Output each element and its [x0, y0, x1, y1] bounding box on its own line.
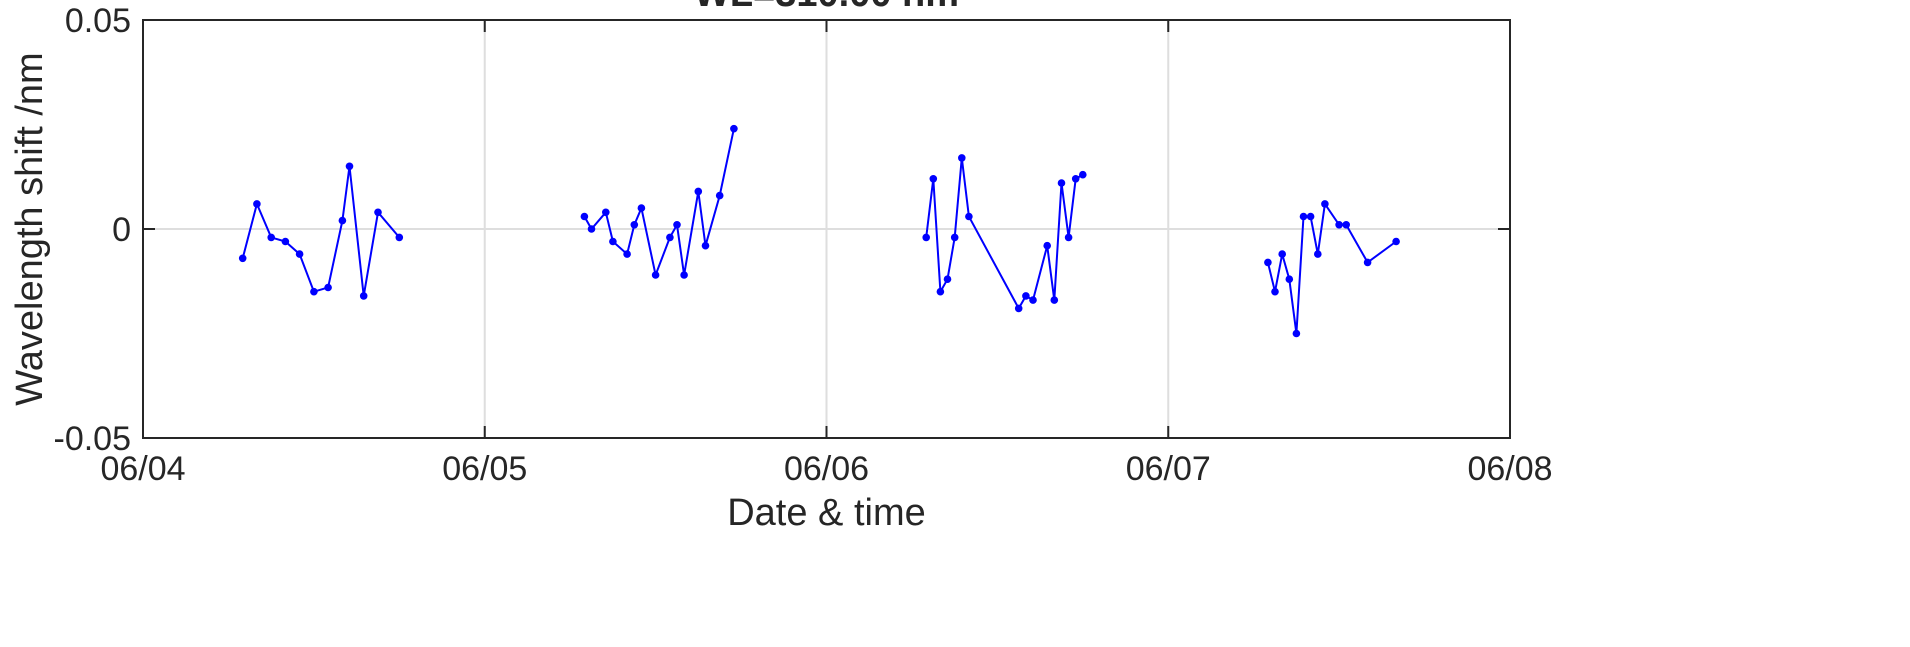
x-tick-label: 06/06	[784, 450, 869, 488]
x-axis-title: Date & time	[727, 492, 926, 534]
series-segment-2	[580, 124, 738, 279]
y-tick-label: -0.05	[54, 420, 132, 458]
series-segment-1	[238, 162, 404, 300]
data-point	[680, 271, 688, 279]
data-point	[943, 275, 952, 284]
data-point	[730, 124, 738, 133]
data-point	[965, 212, 973, 221]
y-axis-title: Wavelength shift /nm	[9, 52, 51, 405]
data-point	[958, 154, 966, 162]
data-point	[295, 250, 304, 258]
data-point	[1278, 250, 1286, 258]
data-point	[345, 162, 354, 171]
series-layer	[238, 124, 1400, 338]
series-line	[925, 157, 1084, 311]
grid	[142, 19, 1511, 439]
data-point	[587, 225, 596, 233]
data-point	[359, 292, 368, 300]
data-point	[1057, 179, 1066, 187]
data-point	[701, 241, 710, 250]
data-point	[1271, 287, 1279, 296]
y-tick-label: 0.05	[65, 2, 131, 40]
data-point	[338, 216, 347, 225]
data-point	[673, 221, 681, 229]
data-point	[637, 204, 646, 212]
data-point	[623, 250, 631, 258]
data-point	[1064, 233, 1073, 242]
tick-labels: 06/04 06/05 06/06 06/07 06/08 -0.05 0 0.05	[54, 2, 1553, 488]
data-point	[929, 175, 938, 183]
chart-title: WL=310.00 nm	[694, 0, 959, 15]
data-point	[715, 191, 724, 200]
data-point	[1314, 250, 1322, 258]
series-line	[241, 166, 401, 297]
data-point	[580, 212, 589, 221]
data-point	[310, 287, 318, 296]
data-point	[936, 287, 945, 296]
data-point	[1043, 241, 1051, 250]
data-point	[1285, 275, 1294, 284]
data-point	[1071, 175, 1080, 183]
ticks	[142, 19, 1511, 439]
data-point	[1299, 212, 1308, 221]
data-point	[1342, 221, 1350, 229]
x-tick-label: 06/08	[1467, 450, 1552, 488]
data-point	[950, 233, 959, 242]
data-point	[1306, 212, 1315, 221]
data-point	[253, 200, 261, 208]
data-point	[1292, 329, 1301, 338]
data-point	[1264, 258, 1272, 267]
x-tick-label: 06/07	[1126, 450, 1211, 488]
data-point	[324, 283, 332, 292]
series-segment-4	[1264, 200, 1400, 338]
data-point	[1029, 296, 1037, 304]
data-point	[238, 254, 247, 263]
data-point	[1022, 292, 1030, 300]
data-point	[281, 237, 290, 246]
data-point	[609, 237, 617, 246]
data-point	[1014, 304, 1023, 313]
series-segment-3	[922, 154, 1087, 313]
data-point	[651, 271, 660, 279]
x-tick-label: 06/04	[100, 450, 185, 488]
data-point	[694, 187, 703, 196]
data-point	[1392, 237, 1400, 246]
data-point	[666, 233, 674, 242]
x-tick-label: 06/05	[442, 450, 527, 488]
series-line	[583, 128, 735, 279]
y-tick-label: 0	[112, 211, 131, 249]
data-point	[602, 208, 610, 217]
data-point	[1335, 221, 1343, 229]
data-point	[1321, 200, 1329, 208]
data-point	[267, 233, 276, 242]
data-point	[374, 208, 382, 217]
data-point	[1363, 258, 1372, 267]
data-point	[922, 233, 930, 242]
data-point	[1079, 170, 1087, 179]
data-point	[630, 221, 639, 229]
data-point	[395, 233, 404, 242]
series-line	[1266, 201, 1397, 334]
data-point	[1050, 296, 1059, 304]
